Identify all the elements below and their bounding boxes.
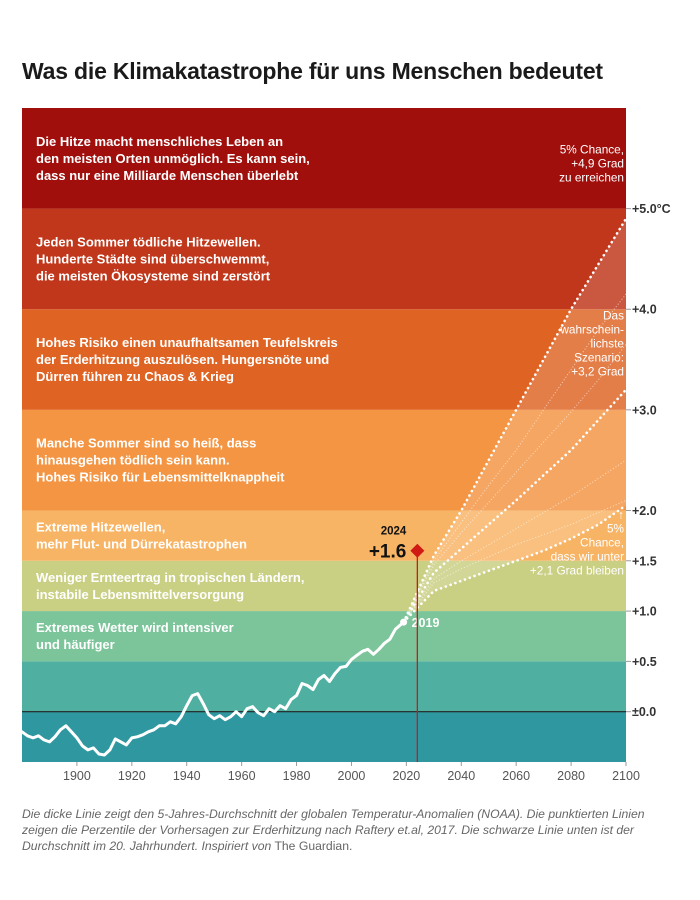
y-tick-label-6: +4.0 <box>632 303 657 317</box>
band-4 <box>22 510 626 561</box>
band-1 <box>22 661 626 712</box>
y-tick-label-1: +0.5 <box>632 655 657 669</box>
y-axis-ticks: ±0.0 +0.5 +1.0 +1.5 +2.0 +3.0 +4.0 +5.0°C <box>626 202 671 719</box>
band-8 <box>22 108 626 209</box>
x-tick-label-3: 1960 <box>228 769 256 783</box>
x-tick-label-0: 1900 <box>63 769 91 783</box>
projection-start-point <box>400 618 408 626</box>
page-title: Was die Klimakatastrophe für uns Mensche… <box>22 58 603 84</box>
projection-line-80% <box>403 343 627 623</box>
projection-fan <box>403 218 626 623</box>
projection-line-90% <box>403 293 627 623</box>
footnote: Die dicke Linie zeigt den 5-Jahres-Durch… <box>22 806 682 854</box>
y-tick-label-7: +5.0°C <box>632 202 671 216</box>
band-text-6: Hohes Risiko einen unaufhaltsamen Teufel… <box>36 335 338 384</box>
x-tick-label-1: 1920 <box>118 769 146 783</box>
projection-line-20% <box>403 459 627 623</box>
x-tick-label-5: 2000 <box>338 769 366 783</box>
y-tick-label-0: ±0.0 <box>632 705 656 719</box>
y-tick-label-3: +1.5 <box>632 554 657 568</box>
x-tick-label-10: 2100 <box>612 769 640 783</box>
y-tick-label-4: +2.0 <box>632 504 657 518</box>
x-tick-label-2: 1940 <box>173 769 201 783</box>
marker-diamond <box>410 543 425 558</box>
band-text-5: Manche Sommer sind so heiß, dass hinausge… <box>36 436 285 485</box>
x-tick-label-8: 2060 <box>502 769 530 783</box>
band-7 <box>22 208 626 310</box>
x-tick-label-6: 2020 <box>392 769 420 783</box>
marker-year-label: 2024 <box>381 526 407 538</box>
climate-chart: Extremes Wetter wird intensiver und häufi… <box>20 108 671 783</box>
y-tick-label-2: +1.0 <box>632 605 657 619</box>
annotation-2: ↑ 5% Chance, dass wir unter +2,1 Grad bleibe… <box>530 508 625 578</box>
x-axis-ticks: 1900 1920 1940 1960 1980 2000 2020 2040 2060 2080… <box>63 762 640 783</box>
series-line-0 <box>20 620 406 757</box>
projection-start-label: 2019 <box>412 616 440 630</box>
band-text-7: Jeden Sommer tödliche Hitzewellen. Hunder… <box>36 234 271 283</box>
annotation-0: 5% Chance, +4,9 Grad zu erreichen <box>559 142 624 184</box>
band-2 <box>22 611 626 662</box>
x-tick-label-7: 2040 <box>447 769 475 783</box>
band-text-3: Weniger Ernteertrag in tropischen Länder… <box>36 570 304 602</box>
band-text-4: Extreme Hitzewellen, mehr Flut- und Dürre… <box>36 520 247 552</box>
current-year-marker: 2024 +1.6 <box>369 526 425 762</box>
temperature-bands <box>22 108 626 762</box>
projection-percentile-lines <box>402 217 628 624</box>
x-tick-label-9: 2080 <box>557 769 585 783</box>
band-0 <box>22 711 626 762</box>
projection-line-50% <box>402 388 628 624</box>
historical-temperature-line: 2019 <box>20 616 440 757</box>
band-text-8: Die Hitze macht menschliches Leben an den… <box>36 134 310 183</box>
footnote-source: The Guardian. <box>271 839 353 853</box>
x-tick-label-4: 1980 <box>283 769 311 783</box>
band-descriptions: Extremes Wetter wird intensiver und häufi… <box>36 134 338 652</box>
footnote-text: Die dicke Linie zeigt den 5-Jahres-Durch… <box>22 807 645 853</box>
band-text-2: Extremes Wetter wird intensiver und häufi… <box>36 620 234 652</box>
annotation-1: Das wahrschein-lichste Szenario: +3,2 Grad <box>559 308 624 378</box>
marker-value-label: +1.6 <box>369 542 407 563</box>
chart-annotations: 5% Chance, +4,9 Grad zu erreichen Das wahrsc… <box>530 142 625 577</box>
y-tick-label-5: +3.0 <box>632 403 657 417</box>
band-3 <box>22 560 626 612</box>
projection-line-95% <box>402 217 628 624</box>
